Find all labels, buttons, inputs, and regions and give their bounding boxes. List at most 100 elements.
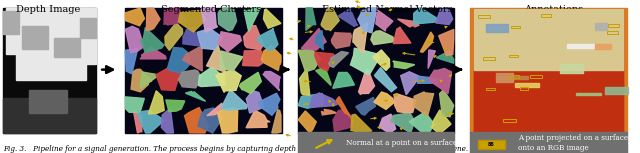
Text: Segmented Clusters: Segmented Clusters (161, 5, 261, 14)
Bar (474, 70, 623, 132)
Polygon shape (202, 8, 218, 32)
Polygon shape (356, 97, 376, 115)
Polygon shape (409, 112, 435, 133)
Text: Normal at a point on a surface: Normal at a point on a surface (346, 139, 457, 147)
Polygon shape (183, 28, 201, 46)
Polygon shape (16, 8, 86, 80)
Polygon shape (131, 69, 152, 92)
Polygon shape (29, 90, 67, 113)
Bar (502, 119, 516, 122)
Polygon shape (401, 72, 420, 95)
Bar (568, 44, 594, 48)
Polygon shape (394, 27, 411, 44)
Bar (298, 132, 454, 153)
Polygon shape (353, 23, 367, 54)
Polygon shape (216, 70, 241, 92)
Polygon shape (166, 100, 185, 112)
Polygon shape (420, 32, 433, 52)
Polygon shape (220, 51, 243, 71)
Polygon shape (437, 51, 454, 63)
Polygon shape (263, 71, 280, 91)
Polygon shape (125, 26, 144, 53)
Polygon shape (429, 69, 452, 93)
Polygon shape (141, 28, 164, 53)
Polygon shape (374, 68, 397, 92)
Polygon shape (358, 8, 377, 33)
Polygon shape (125, 48, 138, 74)
Polygon shape (198, 67, 225, 87)
Bar (298, 8, 454, 133)
Polygon shape (243, 51, 263, 66)
Polygon shape (321, 8, 339, 31)
Bar (595, 44, 611, 49)
Polygon shape (310, 93, 337, 107)
Bar (541, 14, 552, 17)
Polygon shape (207, 103, 223, 116)
Polygon shape (338, 9, 357, 26)
Polygon shape (397, 19, 419, 27)
Polygon shape (80, 18, 96, 38)
Polygon shape (300, 68, 310, 95)
Polygon shape (246, 91, 264, 113)
Polygon shape (6, 8, 22, 54)
Bar (478, 15, 490, 18)
Text: Estimated Normal Vectors: Estimated Normal Vectors (322, 5, 452, 14)
Bar (3, 98, 96, 133)
Polygon shape (333, 110, 353, 131)
Polygon shape (54, 38, 80, 57)
Polygon shape (431, 110, 451, 133)
Polygon shape (258, 93, 280, 115)
Polygon shape (428, 50, 435, 69)
Polygon shape (358, 69, 374, 94)
Text: Annotations: Annotations (524, 5, 583, 14)
Polygon shape (218, 8, 237, 31)
Polygon shape (329, 51, 349, 67)
Bar (509, 55, 518, 58)
Polygon shape (350, 48, 380, 74)
Polygon shape (125, 97, 145, 113)
Polygon shape (165, 23, 182, 50)
Polygon shape (417, 76, 438, 83)
Polygon shape (3, 11, 19, 34)
Polygon shape (168, 48, 191, 73)
Text: A point projected on a surface
onto an RGB image: A point projected on a surface onto an R… (518, 134, 628, 152)
Polygon shape (393, 61, 415, 69)
Bar (125, 8, 282, 133)
Polygon shape (179, 10, 206, 32)
Bar (474, 9, 623, 132)
Polygon shape (140, 72, 159, 88)
Polygon shape (315, 52, 334, 71)
Polygon shape (140, 47, 166, 59)
Bar (474, 9, 623, 70)
Polygon shape (374, 92, 394, 109)
Bar (511, 26, 520, 28)
Polygon shape (133, 110, 142, 133)
Text: Depth Image: Depth Image (16, 5, 80, 14)
Bar (470, 8, 627, 133)
Polygon shape (371, 31, 394, 45)
Bar (520, 87, 529, 90)
Polygon shape (351, 114, 372, 133)
Polygon shape (244, 8, 260, 32)
Polygon shape (261, 46, 281, 71)
Polygon shape (436, 9, 452, 24)
Bar (608, 24, 619, 27)
Text: Fig. 3.   Pipeline for a signal generation. The process begins by capturing dept: Fig. 3. Pipeline for a signal generation… (3, 145, 572, 153)
Polygon shape (298, 111, 316, 133)
Polygon shape (161, 108, 173, 133)
Bar (478, 140, 505, 149)
Polygon shape (179, 70, 202, 88)
Bar (577, 93, 601, 95)
Bar (607, 31, 618, 34)
Bar (3, 8, 96, 133)
Polygon shape (164, 8, 186, 25)
Polygon shape (243, 26, 264, 50)
Polygon shape (376, 10, 393, 31)
Text: 88: 88 (488, 142, 495, 147)
Polygon shape (414, 92, 434, 116)
Polygon shape (316, 68, 331, 86)
Bar (605, 87, 628, 93)
Polygon shape (316, 30, 323, 50)
Polygon shape (321, 109, 337, 115)
Polygon shape (391, 113, 414, 133)
